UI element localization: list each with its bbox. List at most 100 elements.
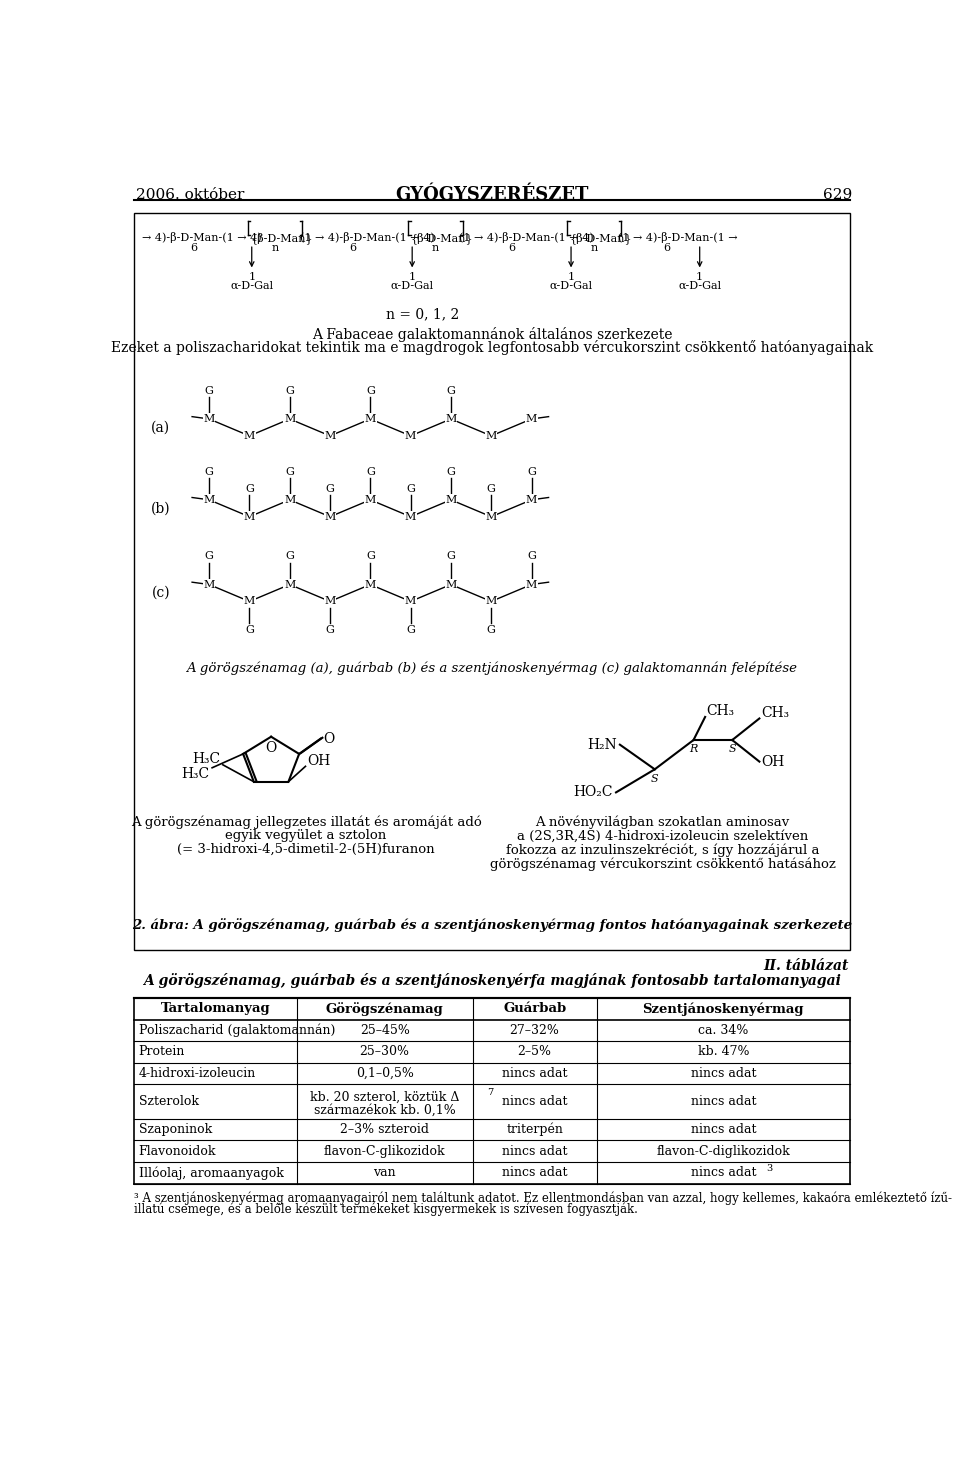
Text: M: M	[526, 579, 538, 589]
Text: 1: 1	[567, 272, 575, 282]
Text: (c): (c)	[152, 587, 170, 600]
Text: G: G	[325, 625, 334, 635]
Text: G: G	[487, 625, 495, 635]
Text: flavon-C-glikozidok: flavon-C-glikozidok	[324, 1145, 445, 1158]
Text: A görögszénamag (a), guárbab (b) és a szentjánoskenyérmag (c) galaktomannán felé: A görögszénamag (a), guárbab (b) és a sz…	[186, 662, 798, 675]
Text: 0,1–0,5%: 0,1–0,5%	[356, 1067, 414, 1080]
Text: CH₃: CH₃	[761, 706, 789, 720]
Text: G: G	[366, 466, 374, 476]
Text: α-D-Gal: α-D-Gal	[678, 281, 721, 291]
Text: O: O	[324, 732, 334, 745]
Text: Szterolok: Szterolok	[138, 1095, 199, 1108]
Text: triterpén: triterpén	[506, 1123, 564, 1136]
Text: OH: OH	[307, 754, 330, 767]
Text: (1 → 4)-β-D-Man-(1 → 4): (1 → 4)-β-D-Man-(1 → 4)	[460, 232, 594, 243]
Text: G: G	[325, 484, 334, 494]
Text: nincs adat: nincs adat	[690, 1166, 756, 1179]
Text: S: S	[651, 773, 659, 784]
Text: 2006. október: 2006. október	[135, 188, 244, 201]
Text: G: G	[245, 484, 253, 494]
Text: CH₃: CH₃	[707, 704, 734, 719]
Text: 25–45%: 25–45%	[360, 1023, 410, 1036]
Text: Poliszacharid (galaktomannán): Poliszacharid (galaktomannán)	[138, 1023, 335, 1036]
Text: nincs adat: nincs adat	[690, 1095, 756, 1108]
Text: 2. ábra: A görögszénamag, guárbab és a szentjánoskenyérmag fontos hatóanyagainak: 2. ábra: A görögszénamag, guárbab és a s…	[132, 917, 852, 932]
Text: Görögszénamag: Görögszénamag	[325, 1003, 444, 1016]
Text: 2–3% szteroid: 2–3% szteroid	[340, 1123, 429, 1136]
Text: kb. 20 szterol, köztük Δ: kb. 20 szterol, köztük Δ	[310, 1091, 459, 1104]
Text: HO₂C: HO₂C	[573, 785, 612, 800]
Text: 1: 1	[249, 272, 255, 282]
Text: α-D-Gal: α-D-Gal	[230, 281, 274, 291]
Text: G: G	[366, 551, 374, 562]
Text: {β-D-Man}: {β-D-Man}	[251, 232, 313, 244]
Text: nincs adat: nincs adat	[690, 1067, 756, 1080]
Text: n: n	[590, 243, 598, 253]
Text: Flavonoidok: Flavonoidok	[138, 1145, 216, 1158]
Text: A görögszénamag, guárbab és a szentjánoskenyérfa magjának fontosabb tartalomanya: A görögszénamag, guárbab és a szentjános…	[143, 973, 841, 988]
Text: M: M	[405, 597, 417, 607]
Text: (1 → 4)-β-D-Man-(1 → 4): (1 → 4)-β-D-Man-(1 → 4)	[300, 232, 435, 243]
Text: G: G	[527, 551, 536, 562]
Text: Protein: Protein	[138, 1045, 185, 1058]
Text: M: M	[244, 512, 255, 522]
Text: H₂N: H₂N	[587, 738, 616, 751]
Text: M: M	[405, 431, 417, 441]
Text: M: M	[204, 579, 215, 589]
Text: O: O	[266, 741, 276, 756]
Text: 6: 6	[190, 243, 197, 253]
Text: n = 0, 1, 2: n = 0, 1, 2	[386, 307, 459, 322]
Bar	[134, 213, 850, 950]
Text: (b): (b)	[151, 501, 170, 516]
Text: α-D-Gal: α-D-Gal	[549, 281, 592, 291]
Text: Szaponinok: Szaponinok	[138, 1123, 212, 1136]
Text: M: M	[204, 415, 215, 423]
Text: {β-D-Man}: {β-D-Man}	[411, 232, 473, 244]
Text: nincs adat: nincs adat	[502, 1145, 567, 1158]
Text: ca. 34%: ca. 34%	[698, 1023, 749, 1036]
Text: M: M	[486, 512, 497, 522]
Text: M: M	[324, 512, 336, 522]
Text: M: M	[284, 579, 296, 589]
Text: M: M	[244, 597, 255, 607]
Text: M: M	[445, 495, 457, 504]
Text: A Fabaceae galaktomannánok általános szerkezete: A Fabaceae galaktomannánok általános sze…	[312, 326, 672, 341]
Text: G: G	[527, 466, 536, 476]
Text: M: M	[244, 431, 255, 441]
Text: 3: 3	[767, 1164, 773, 1173]
Text: Illóolaj, aromaanyagok: Illóolaj, aromaanyagok	[138, 1166, 283, 1179]
Text: n: n	[432, 243, 439, 253]
Text: nincs adat: nincs adat	[502, 1095, 567, 1108]
Text: M: M	[445, 415, 457, 423]
Text: Guárbab: Guárbab	[503, 1003, 566, 1016]
Text: G: G	[406, 625, 415, 635]
Text: OH: OH	[761, 754, 784, 769]
Text: H₃C: H₃C	[181, 767, 210, 781]
Text: M: M	[405, 512, 417, 522]
Text: R: R	[689, 744, 698, 754]
Text: származékok kb. 0,1%: származékok kb. 0,1%	[314, 1104, 456, 1117]
Text: M: M	[284, 415, 296, 423]
Text: {β-D-Man}: {β-D-Man}	[569, 232, 632, 244]
Text: M: M	[204, 495, 215, 504]
Text: G: G	[446, 466, 455, 476]
Text: 629: 629	[823, 188, 852, 201]
Text: M: M	[365, 495, 376, 504]
Text: G: G	[204, 385, 213, 395]
Text: G: G	[446, 385, 455, 395]
Text: S: S	[729, 744, 736, 754]
Text: II. táblázat: II. táblázat	[763, 960, 849, 973]
Text: 6: 6	[662, 243, 670, 253]
Text: Szentjánoskenyérmag: Szentjánoskenyérmag	[642, 1003, 804, 1016]
Text: M: M	[526, 495, 538, 504]
Text: H₃C: H₃C	[192, 751, 221, 766]
Text: (1 → 4)-β-D-Man-(1 →: (1 → 4)-β-D-Man-(1 →	[618, 232, 738, 243]
Text: G: G	[366, 385, 374, 395]
Text: G: G	[204, 466, 213, 476]
Text: G: G	[406, 484, 415, 494]
Text: van: van	[373, 1166, 396, 1179]
Text: 27–32%: 27–32%	[510, 1023, 560, 1036]
Text: M: M	[324, 597, 336, 607]
Text: ³ A szentjánoskenyérmag aromaanyagairól nem találtunk adatot. Ez ellentmondásban: ³ A szentjánoskenyérmag aromaanyagairól …	[134, 1191, 952, 1205]
Text: A görögszénamag jellegzetes illatát és aromáját adó: A görögszénamag jellegzetes illatát és a…	[131, 816, 481, 829]
